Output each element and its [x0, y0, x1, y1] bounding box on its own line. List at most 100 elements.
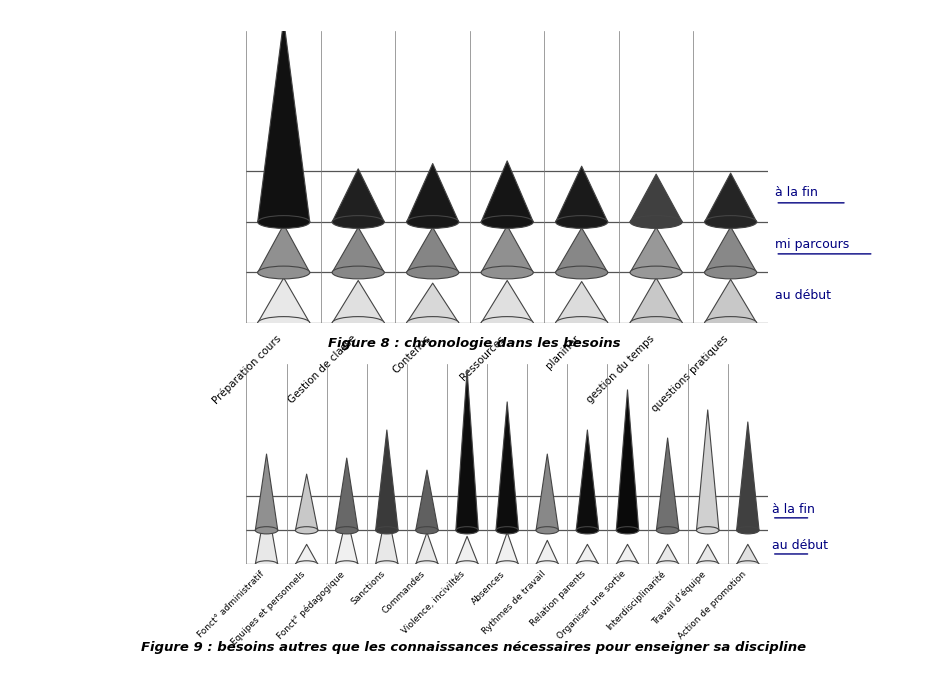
- Ellipse shape: [332, 216, 384, 228]
- Ellipse shape: [536, 561, 558, 568]
- Text: à la fin: à la fin: [772, 503, 814, 516]
- Polygon shape: [481, 226, 533, 273]
- Polygon shape: [737, 544, 759, 564]
- Text: Absences: Absences: [470, 569, 507, 606]
- Ellipse shape: [481, 266, 533, 279]
- Ellipse shape: [496, 561, 519, 568]
- Polygon shape: [656, 544, 679, 564]
- Ellipse shape: [375, 527, 398, 534]
- Polygon shape: [630, 278, 683, 323]
- Ellipse shape: [704, 317, 757, 329]
- Polygon shape: [536, 541, 558, 564]
- Text: gestion du temps: gestion du temps: [585, 334, 656, 405]
- Text: Gestion de classe: Gestion de classe: [286, 334, 358, 406]
- Text: Relation parents: Relation parents: [528, 569, 588, 628]
- Polygon shape: [697, 544, 719, 564]
- Polygon shape: [737, 422, 759, 530]
- Ellipse shape: [697, 527, 719, 534]
- Polygon shape: [630, 174, 683, 222]
- Polygon shape: [375, 430, 398, 530]
- Polygon shape: [556, 282, 608, 323]
- Polygon shape: [616, 544, 639, 564]
- Polygon shape: [697, 410, 719, 530]
- Polygon shape: [704, 226, 757, 273]
- Polygon shape: [258, 224, 310, 273]
- Text: Action de promotion: Action de promotion: [676, 569, 748, 641]
- Ellipse shape: [737, 561, 759, 568]
- Text: Fonct° administratif: Fonct° administratif: [196, 569, 266, 639]
- Ellipse shape: [556, 266, 608, 279]
- Ellipse shape: [481, 216, 533, 228]
- Text: Organiser une sortie: Organiser une sortie: [556, 569, 628, 641]
- Polygon shape: [496, 532, 519, 564]
- Polygon shape: [556, 166, 608, 222]
- Ellipse shape: [407, 266, 459, 279]
- Polygon shape: [456, 537, 479, 564]
- Polygon shape: [296, 474, 318, 530]
- Text: questions pratiques: questions pratiques: [650, 334, 731, 414]
- Polygon shape: [481, 161, 533, 222]
- Ellipse shape: [332, 317, 384, 329]
- Polygon shape: [576, 544, 598, 564]
- Ellipse shape: [296, 561, 318, 568]
- Ellipse shape: [255, 527, 278, 534]
- Polygon shape: [296, 544, 318, 564]
- Polygon shape: [407, 227, 459, 273]
- Text: mi parcours: mi parcours: [775, 237, 849, 250]
- Text: Figure 8 : chronologie dans les besoins: Figure 8 : chronologie dans les besoins: [328, 337, 620, 350]
- Text: Figure 9 : besoins autres que les connaissances nécessaires pour enseigner sa di: Figure 9 : besoins autres que les connai…: [141, 641, 807, 654]
- Polygon shape: [416, 532, 438, 564]
- Text: planifier: planifier: [544, 334, 582, 371]
- Polygon shape: [258, 20, 310, 222]
- Ellipse shape: [336, 561, 358, 568]
- Ellipse shape: [258, 266, 310, 279]
- Polygon shape: [255, 454, 278, 530]
- Ellipse shape: [296, 527, 318, 534]
- Ellipse shape: [704, 266, 757, 279]
- Ellipse shape: [336, 527, 358, 534]
- Text: Equipes et personnels: Equipes et personnels: [229, 569, 306, 647]
- Text: Interdisciplinarité: Interdisciplinarité: [605, 569, 667, 632]
- Polygon shape: [536, 454, 558, 530]
- Polygon shape: [255, 500, 278, 564]
- Polygon shape: [416, 470, 438, 530]
- Ellipse shape: [576, 527, 598, 534]
- Text: Commandes: Commandes: [381, 569, 427, 615]
- Polygon shape: [407, 283, 459, 323]
- Text: Violence, inciviltés: Violence, inciviltés: [401, 569, 467, 636]
- Polygon shape: [704, 279, 757, 323]
- Ellipse shape: [737, 527, 759, 534]
- Polygon shape: [556, 228, 608, 273]
- Polygon shape: [704, 173, 757, 222]
- Ellipse shape: [456, 561, 479, 568]
- Ellipse shape: [656, 561, 679, 568]
- Ellipse shape: [656, 527, 679, 534]
- Polygon shape: [336, 458, 358, 530]
- Polygon shape: [456, 370, 479, 530]
- Polygon shape: [616, 390, 639, 530]
- Polygon shape: [496, 402, 519, 530]
- Ellipse shape: [496, 527, 519, 534]
- Ellipse shape: [332, 266, 384, 279]
- Text: Sanctions: Sanctions: [349, 569, 387, 607]
- Polygon shape: [336, 516, 358, 564]
- Ellipse shape: [456, 527, 479, 534]
- Ellipse shape: [375, 561, 398, 568]
- Ellipse shape: [630, 317, 683, 329]
- Polygon shape: [332, 280, 384, 323]
- Polygon shape: [576, 430, 598, 530]
- Polygon shape: [332, 169, 384, 222]
- Polygon shape: [630, 227, 683, 273]
- Ellipse shape: [556, 216, 608, 228]
- Polygon shape: [407, 163, 459, 222]
- Ellipse shape: [704, 216, 757, 228]
- Ellipse shape: [416, 527, 438, 534]
- Ellipse shape: [630, 216, 683, 228]
- Text: à la fin: à la fin: [775, 186, 818, 199]
- Ellipse shape: [616, 527, 639, 534]
- Ellipse shape: [481, 317, 533, 329]
- Polygon shape: [481, 280, 533, 323]
- Ellipse shape: [630, 266, 683, 279]
- Ellipse shape: [416, 561, 438, 568]
- Polygon shape: [332, 227, 384, 273]
